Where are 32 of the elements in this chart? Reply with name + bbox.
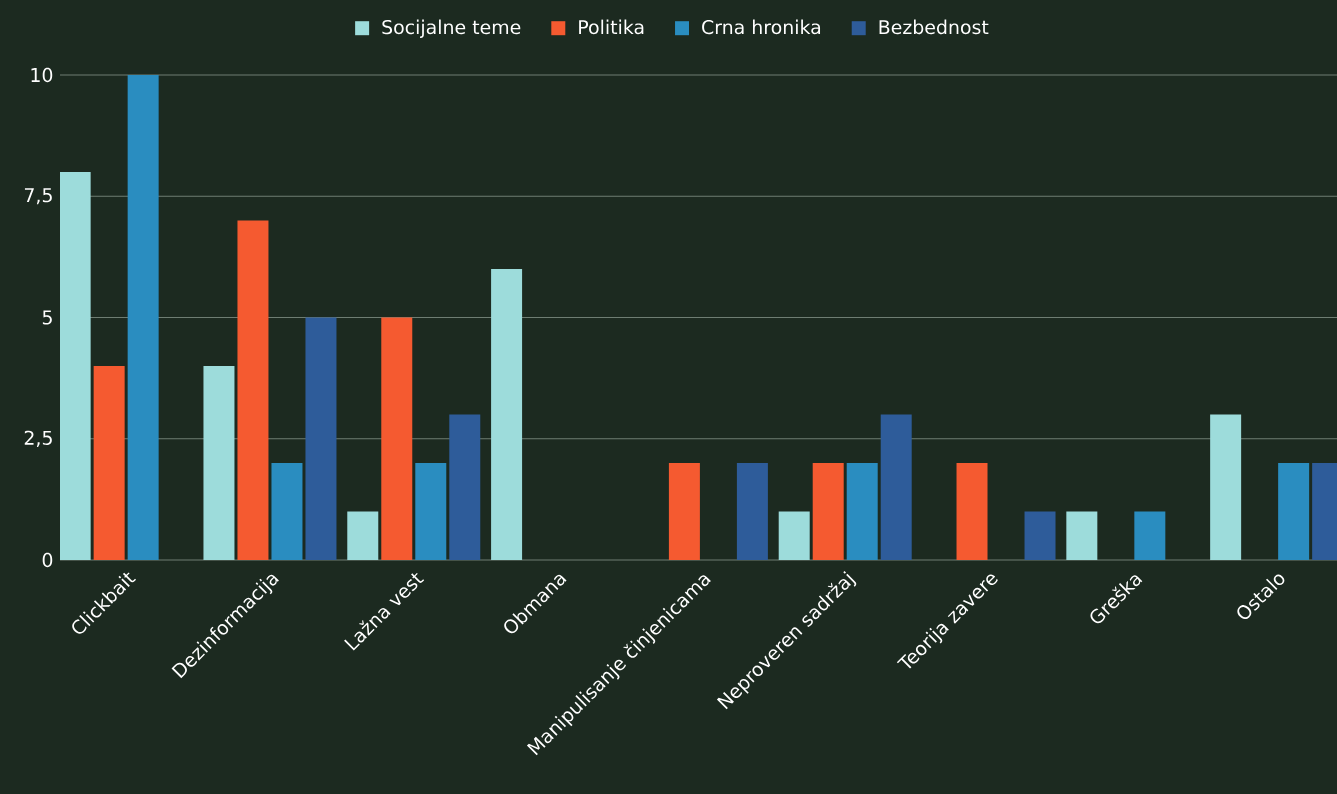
y-tick-label: 7,5 (24, 188, 52, 205)
bar (736, 463, 768, 560)
bar (93, 366, 125, 560)
legend-label: Socijalne teme (382, 19, 521, 38)
y-tick-label: 2,5 (24, 430, 52, 447)
bar (271, 463, 303, 560)
bar (1210, 414, 1242, 560)
bar (491, 269, 523, 560)
bar (956, 463, 988, 560)
legend-label: Crna hronika (702, 19, 821, 35)
bar (415, 463, 447, 560)
bar (347, 511, 379, 560)
y-tick-label: 10 (31, 67, 53, 83)
legend-label: Politika (579, 19, 644, 35)
y-tick-label: 0 (42, 552, 53, 568)
bar (846, 463, 878, 560)
bar (237, 220, 269, 560)
bar (778, 511, 810, 560)
bar (668, 463, 700, 560)
bar (1024, 511, 1056, 560)
bar (203, 366, 235, 560)
bar (880, 414, 912, 560)
bar (812, 463, 844, 560)
bar (127, 75, 159, 560)
y-tick-label: 5 (42, 310, 52, 325)
bar (1066, 511, 1098, 560)
legend-label: Bezbednost (879, 19, 989, 35)
bar (1134, 511, 1166, 560)
bar (305, 317, 337, 560)
bar (449, 414, 481, 560)
bar (60, 172, 91, 560)
bar (381, 317, 413, 560)
